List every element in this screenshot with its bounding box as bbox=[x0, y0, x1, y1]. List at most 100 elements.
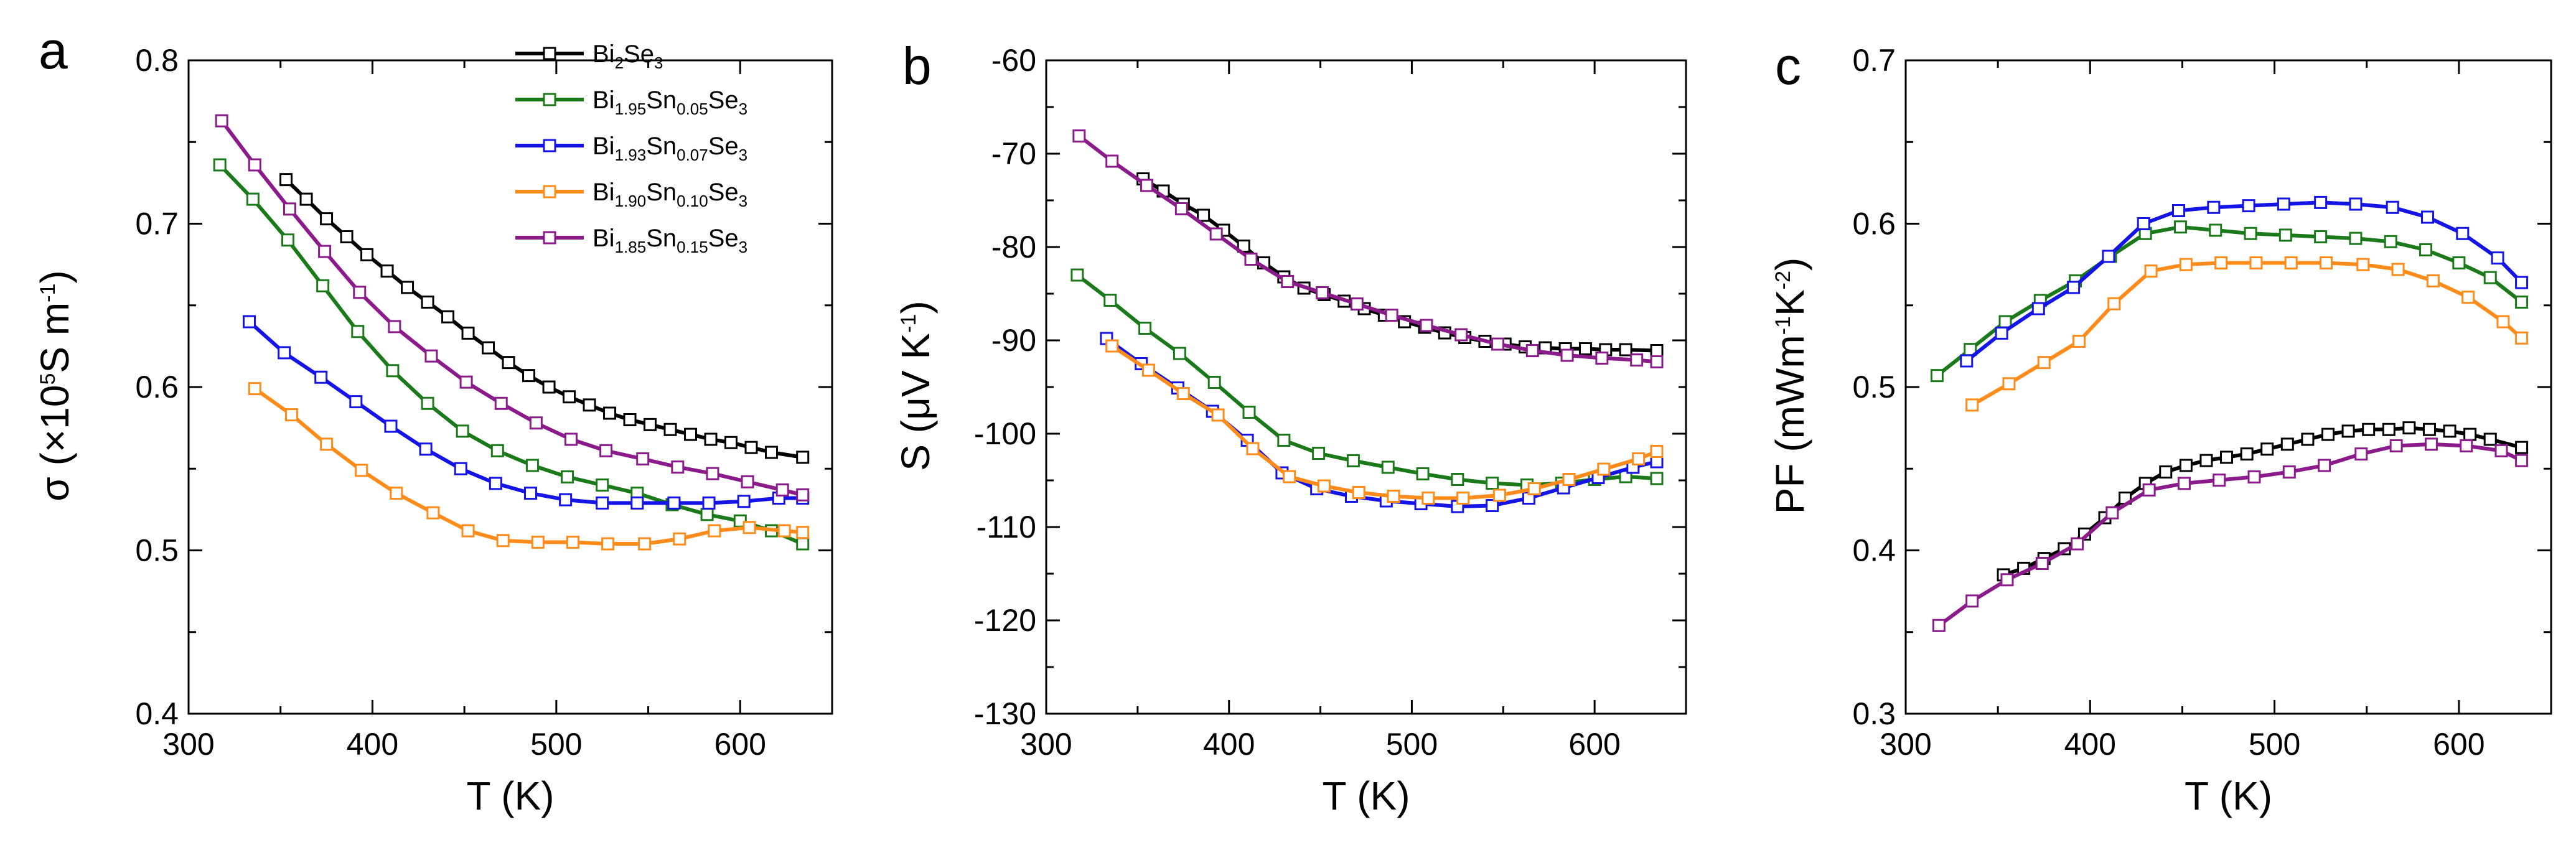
data-point bbox=[242, 315, 256, 329]
x-tick-label: 600 bbox=[2433, 727, 2485, 762]
data-point bbox=[663, 422, 677, 436]
data-point bbox=[2247, 470, 2261, 483]
data-point bbox=[2244, 226, 2257, 240]
data-point bbox=[1995, 326, 2008, 340]
data-point bbox=[215, 114, 228, 128]
data-point bbox=[2389, 439, 2403, 452]
data-point bbox=[2362, 422, 2376, 436]
data-point bbox=[1491, 337, 1504, 351]
data-point bbox=[246, 192, 260, 206]
data-point bbox=[284, 408, 298, 422]
series-Bi1.85Sn0.15Se3 bbox=[215, 114, 810, 502]
data-point bbox=[502, 356, 515, 370]
data-point bbox=[2107, 297, 2121, 310]
data-point bbox=[1960, 354, 1974, 368]
data-point bbox=[2035, 557, 2049, 570]
data-point bbox=[1632, 452, 1646, 465]
series-line bbox=[1078, 134, 1657, 364]
legend-marker bbox=[543, 93, 556, 106]
data-point bbox=[1998, 315, 2012, 329]
data-point bbox=[737, 495, 751, 508]
data-point bbox=[564, 432, 578, 446]
data-point bbox=[1138, 322, 1152, 335]
data-point bbox=[2419, 243, 2433, 256]
y-tick-label: -60 bbox=[991, 43, 1036, 78]
data-point bbox=[623, 413, 637, 426]
data-point bbox=[744, 441, 758, 454]
data-point bbox=[320, 437, 334, 451]
data-point bbox=[1312, 447, 1326, 460]
data-point bbox=[1070, 268, 1084, 282]
data-point bbox=[424, 349, 438, 363]
panel-letter: a bbox=[39, 21, 68, 80]
data-point bbox=[2452, 256, 2466, 269]
data-point bbox=[2314, 195, 2328, 209]
data-point bbox=[489, 477, 502, 490]
legend: Bi2Se3 Bi1.95Sn0.05Se3 Bi1.93Sn0.07Se3 Bi1.… bbox=[515, 40, 747, 256]
data-point bbox=[775, 483, 789, 497]
data-point bbox=[2260, 442, 2274, 456]
y-tick-label: 0.4 bbox=[1852, 533, 1896, 568]
data-point bbox=[1560, 348, 1574, 362]
series-Bi1.93Sn0.07Se3 bbox=[242, 315, 810, 510]
data-point bbox=[684, 427, 698, 441]
data-point bbox=[2173, 220, 2187, 234]
data-point bbox=[529, 416, 543, 430]
data-point bbox=[2402, 421, 2416, 435]
legend-marker bbox=[543, 231, 556, 245]
data-point bbox=[708, 524, 721, 538]
data-point bbox=[316, 279, 330, 292]
data-point bbox=[388, 320, 401, 334]
y-tick-label: -120 bbox=[974, 603, 1036, 638]
data-point bbox=[2179, 459, 2193, 472]
data-point bbox=[459, 375, 473, 389]
y-tick-label: 0.3 bbox=[1852, 696, 1896, 731]
y-tick-label: -110 bbox=[977, 510, 1036, 544]
data-point bbox=[2515, 454, 2529, 467]
data-point bbox=[496, 534, 510, 548]
data-point bbox=[1277, 434, 1291, 447]
data-point bbox=[2494, 444, 2508, 457]
legend-entry: Bi1.95Sn0.05Se3 bbox=[515, 86, 747, 118]
data-point bbox=[667, 496, 681, 510]
data-point bbox=[1630, 353, 1644, 366]
data-point bbox=[2214, 256, 2228, 269]
x-tick-label: 400 bbox=[1203, 727, 1255, 762]
series-Bi2Se3 bbox=[1136, 172, 1664, 357]
data-point bbox=[596, 479, 609, 492]
data-point bbox=[1456, 492, 1470, 505]
data-point bbox=[494, 396, 508, 410]
data-point bbox=[724, 436, 738, 449]
data-point bbox=[340, 230, 354, 243]
data-point bbox=[1595, 352, 1609, 365]
data-point bbox=[386, 364, 400, 378]
data-point bbox=[599, 444, 613, 457]
x-tick-label: 600 bbox=[714, 727, 766, 762]
data-point bbox=[2280, 437, 2294, 451]
y-tick-label: 0.5 bbox=[1852, 370, 1896, 404]
data-point bbox=[2279, 228, 2292, 242]
data-point bbox=[2177, 477, 2191, 490]
data-point bbox=[2320, 256, 2333, 269]
data-point bbox=[2356, 258, 2370, 271]
data-point bbox=[2349, 231, 2363, 245]
data-point bbox=[1317, 479, 1331, 493]
data-point bbox=[461, 326, 475, 340]
series-Bi1.93Sn0.07Se3 bbox=[1960, 195, 2529, 368]
data-point bbox=[765, 446, 779, 459]
data-point bbox=[1492, 488, 1506, 502]
data-point bbox=[673, 532, 686, 546]
series-Bi1.95Sn0.05Se3 bbox=[1930, 220, 2529, 383]
data-point bbox=[2220, 451, 2234, 464]
data-point bbox=[2483, 432, 2497, 446]
data-point bbox=[2349, 197, 2363, 211]
data-point bbox=[796, 451, 810, 464]
x-tick-label: 300 bbox=[162, 727, 214, 762]
data-point bbox=[796, 537, 810, 551]
x-tick-label: 300 bbox=[1020, 727, 1072, 762]
y-tick-label: 0.8 bbox=[135, 43, 179, 78]
data-point bbox=[2391, 263, 2405, 276]
data-point bbox=[213, 158, 227, 172]
legend-entry: Bi1.93Sn0.07Se3 bbox=[515, 133, 747, 164]
data-point bbox=[2284, 256, 2298, 269]
